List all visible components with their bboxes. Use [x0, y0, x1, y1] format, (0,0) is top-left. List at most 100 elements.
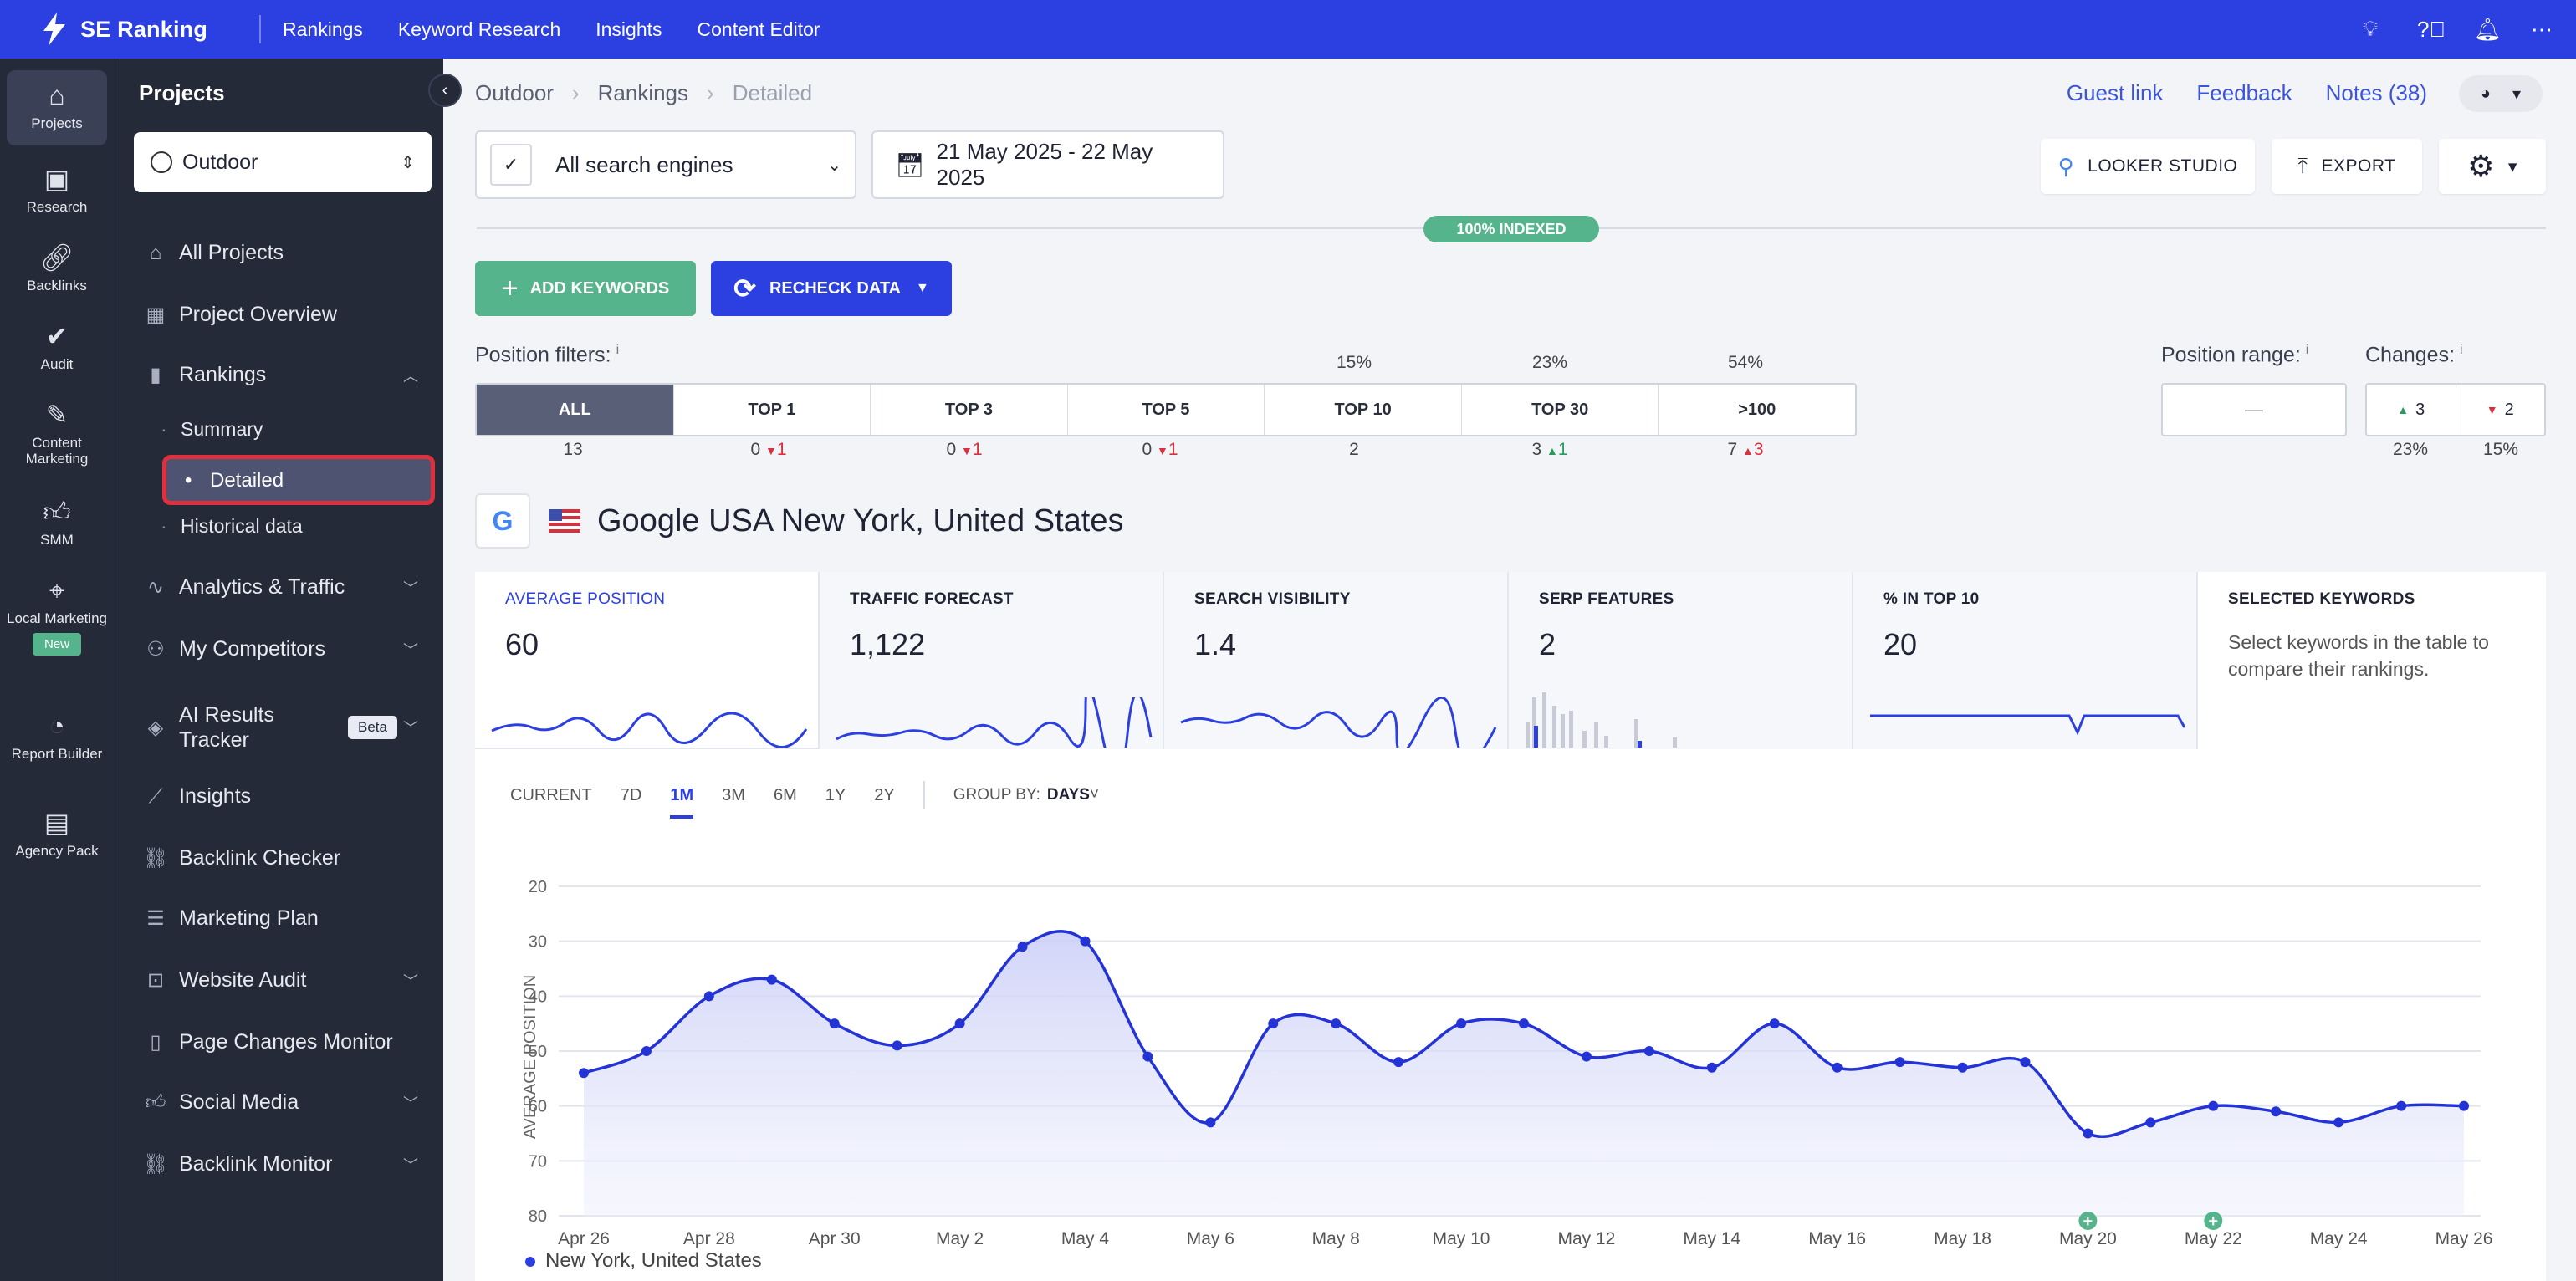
topnav-content-editor[interactable]: Content Editor [697, 18, 820, 40]
sidebar-item-project-overview[interactable]: ▦ Project Overview [142, 303, 427, 327]
group-by-select[interactable]: GROUP BY: DAYS˅ [953, 786, 1099, 804]
data-point[interactable] [1205, 1117, 1216, 1128]
settings-button[interactable]: ⚙ ▾ [2439, 139, 2546, 194]
rail-audit[interactable]: ✔︎ Audit [7, 321, 107, 372]
metric-serp-features[interactable]: SERP FEATURES 2 [1509, 572, 1853, 749]
topnav-insights[interactable]: Insights [595, 18, 662, 40]
rail-content-marketing[interactable]: ✎ Content Marketing [7, 400, 107, 467]
sidebar-item-page-changes[interactable]: ▯ Page Changes Monitor [142, 1030, 427, 1054]
data-point[interactable] [579, 1068, 589, 1079]
position-chart[interactable]: + + Apr 26 Apr 28 Apr 30 May 2 May 4 May 6 May … [475, 831, 2516, 1266]
date-range-picker[interactable]: 📅︎ 21 May 2025 - 22 May 2025 [871, 130, 1224, 199]
rail-local-marketing[interactable]: ⌖ Local Marketing New [7, 575, 107, 656]
topnav-rankings[interactable]: Rankings [283, 18, 363, 40]
range-3m[interactable]: 3M [722, 785, 745, 804]
breadcrumb-rankings[interactable]: Rankings [597, 80, 689, 105]
data-point[interactable] [1769, 1018, 1780, 1029]
data-point[interactable] [1142, 1051, 1153, 1062]
data-point[interactable] [2208, 1100, 2219, 1111]
data-point[interactable] [1643, 1046, 1654, 1056]
filter-tab-all[interactable]: ALL [477, 385, 674, 435]
event-marker[interactable] [2204, 1212, 2223, 1230]
sidebar-item-insights[interactable]: ⟋ Insights [142, 784, 427, 809]
lightbulb-icon[interactable]: 💡︎ [2362, 16, 2379, 41]
changes-down-button[interactable]: ▼ 2 [2456, 385, 2545, 435]
sidebar-subitem-historical[interactable]: Historical data [161, 515, 303, 538]
range-7d[interactable]: 7D [620, 785, 642, 804]
data-point[interactable] [1268, 1018, 1279, 1029]
sidebar-item-backlink-checker[interactable]: ⛓ Backlink Checker [142, 846, 427, 870]
help-icon[interactable]: ?⃝ [2417, 16, 2446, 42]
metric-search-visibility[interactable]: SEARCH VISIBILITY 1.4 [1164, 572, 1509, 749]
rail-projects[interactable]: ⌂ Projects [7, 70, 107, 145]
data-point[interactable] [1894, 1057, 1905, 1068]
sidebar-item-competitors[interactable]: ⚇ My Competitors ﹀ [142, 637, 427, 661]
data-point[interactable] [703, 991, 714, 1002]
range-1m[interactable]: 1M [670, 785, 694, 819]
sidebar-subitem-summary[interactable]: Summary [161, 418, 263, 441]
collapse-sidebar-button[interactable]: ‹ [428, 74, 462, 107]
filter-tab-top3[interactable]: TOP 3 [871, 385, 1068, 435]
event-marker[interactable] [2078, 1212, 2098, 1230]
breadcrumb-outdoor[interactable]: Outdoor [475, 80, 554, 105]
data-point[interactable] [1080, 936, 1091, 947]
notes-link[interactable]: Notes (38) [2325, 80, 2427, 105]
data-point[interactable] [766, 974, 777, 985]
changes-up-button[interactable]: ▲ 3 [2367, 385, 2456, 435]
add-keywords-button[interactable]: + ADD KEYWORDS [475, 261, 696, 316]
filter-tab-top30[interactable]: TOP 30 [1462, 385, 1659, 435]
sidebar-item-rankings[interactable]: ▮ Rankings ︿ [142, 363, 427, 387]
range-6m[interactable]: 6M [773, 785, 797, 804]
sidebar-item-analytics[interactable]: ∿ Analytics & Traffic ﹀ [142, 575, 427, 600]
data-point[interactable] [1017, 942, 1028, 952]
speed-toggle[interactable]: ◕ ▾ [2459, 75, 2543, 112]
search-engine-select[interactable]: ✓ All search engines ⌄ [475, 130, 856, 199]
rail-research[interactable]: ▣ Research [7, 164, 107, 215]
app-logo[interactable]: SE Ranking [40, 13, 207, 46]
filter-tab-over100[interactable]: >100 [1738, 400, 1776, 419]
data-point[interactable] [2145, 1117, 2156, 1128]
metric-traffic-forecast[interactable]: TRAFFIC FORECAST 1,122 [820, 572, 1164, 749]
data-point[interactable] [1393, 1057, 1404, 1068]
data-point[interactable] [1832, 1062, 1843, 1073]
range-current[interactable]: CURRENT [510, 785, 592, 804]
data-point[interactable] [1706, 1062, 1717, 1073]
more-icon[interactable]: ⋯ [2531, 16, 2553, 42]
sidebar-item-ai-tracker[interactable]: ◈ AI Results Tracker Beta ﹀ [142, 702, 427, 753]
sidebar-item-all-projects[interactable]: ⌂ All Projects [142, 241, 427, 265]
info-icon[interactable]: i [2305, 343, 2309, 357]
rail-report-builder[interactable]: ◔ Report Builder [7, 711, 107, 762]
metric-percent-top10[interactable]: % IN TOP 10 20 [1853, 572, 2198, 749]
recheck-data-button[interactable]: ⟳ RECHECK DATA ▼ [711, 261, 952, 316]
chart-legend[interactable]: New York, United States [525, 1249, 762, 1273]
rail-agency-pack[interactable]: ▤ Agency Pack [7, 808, 107, 859]
data-point[interactable] [1957, 1062, 1968, 1073]
sidebar-item-backlink-monitor[interactable]: ⛓ Backlink Monitor ﹀ [142, 1152, 427, 1176]
data-point[interactable] [892, 1040, 902, 1051]
rail-backlinks[interactable]: 🔗︎ Backlinks [7, 242, 107, 293]
sidebar-item-marketing-plan[interactable]: ☰ Marketing Plan [142, 906, 427, 931]
position-range-input[interactable]: — [2161, 383, 2347, 436]
filter-tab-top10[interactable]: TOP 10 [1265, 385, 1462, 435]
data-point[interactable] [2083, 1128, 2093, 1139]
data-point[interactable] [1519, 1018, 1529, 1029]
export-button[interactable]: ⤒ EXPORT [2272, 139, 2422, 194]
data-point[interactable] [1331, 1018, 1342, 1029]
rail-smm[interactable]: 👍︎ SMM [7, 497, 107, 548]
data-point[interactable] [2459, 1100, 2469, 1111]
looker-studio-button[interactable]: ⚲ LOOKER STUDIO [2041, 139, 2255, 194]
project-selector[interactable]: Outdoor ⇕ [134, 132, 432, 192]
data-point[interactable] [2396, 1100, 2407, 1111]
range-2y[interactable]: 2Y [874, 785, 895, 804]
sidebar-subitem-detailed[interactable]: Detailed [162, 455, 435, 505]
data-point[interactable] [2020, 1057, 2031, 1068]
info-icon[interactable]: i [2460, 343, 2463, 357]
data-point[interactable] [1456, 1018, 1467, 1029]
data-point[interactable] [641, 1046, 652, 1056]
data-point[interactable] [2333, 1117, 2344, 1128]
bell-icon[interactable]: 🔔︎ [2474, 16, 2502, 42]
guest-link[interactable]: Guest link [2066, 80, 2164, 105]
topnav-keyword-research[interactable]: Keyword Research [397, 18, 561, 40]
range-1y[interactable]: 1Y [825, 785, 846, 804]
info-icon[interactable]: i [616, 343, 620, 357]
